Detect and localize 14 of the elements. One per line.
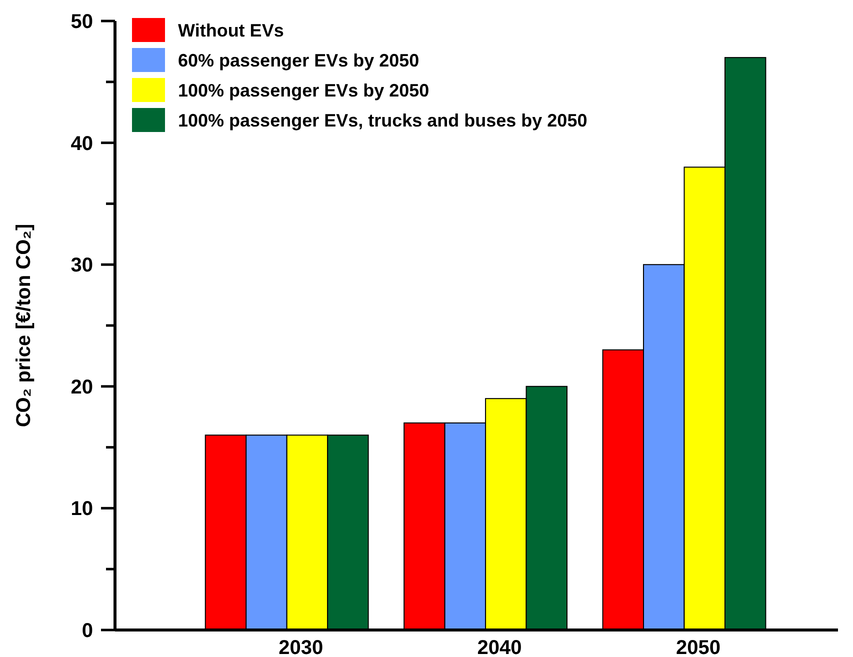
x-tick-label: 2030 — [278, 637, 324, 657]
y-tick-label: 40 — [70, 132, 93, 155]
legend-label: 100% passenger EVs by 2050 — [178, 80, 430, 100]
y-tick-label: 30 — [70, 254, 93, 277]
y-tick-label: 0 — [82, 620, 93, 642]
legend-label: 100% passenger EVs, trucks and buses by 2050 — [178, 110, 588, 130]
x-tick-label: 2040 — [477, 637, 522, 657]
y-tick-label: 50 — [70, 11, 93, 33]
legend-label: 60% passenger EVs by 2050 — [178, 50, 420, 70]
y-tick-label: 20 — [70, 376, 93, 398]
y-tick-label: 10 — [70, 498, 93, 520]
x-tick-label: 2050 — [676, 637, 720, 657]
y-axis-title: CO₂ price [€/ton CO₂] — [13, 224, 35, 428]
legend-label: Without EVs — [178, 20, 284, 40]
